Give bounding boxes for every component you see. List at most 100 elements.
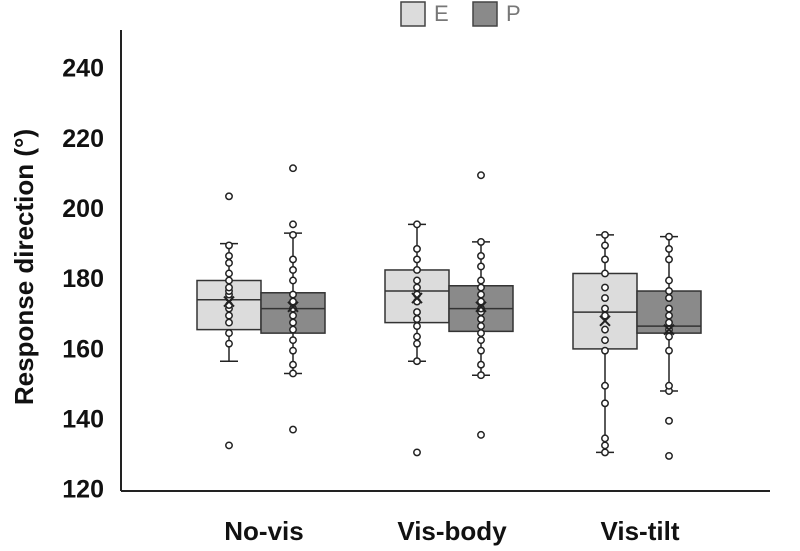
data-point	[413, 322, 421, 331]
data-point	[225, 283, 233, 292]
category-label-vis-body: Vis-body	[397, 516, 507, 546]
mean-marker	[663, 323, 675, 336]
data-point	[601, 448, 609, 457]
mean-marker-stroke	[599, 315, 611, 327]
data-point	[413, 255, 421, 264]
legend-swatch-e	[400, 1, 426, 27]
data-point	[289, 290, 297, 299]
data-point	[289, 318, 297, 327]
box-e-no-vis	[196, 192, 262, 450]
data-point	[413, 315, 421, 324]
mean-marker	[411, 292, 423, 304]
data-point	[225, 192, 233, 201]
data-point	[477, 329, 485, 338]
data-point	[225, 441, 233, 450]
data-point	[601, 325, 609, 334]
data-point	[665, 294, 673, 302]
data-point	[601, 294, 609, 302]
category-label-no-vis: No-vis	[224, 516, 303, 546]
legend-swatch-p	[472, 1, 498, 27]
data-point	[665, 416, 673, 425]
data-point	[601, 336, 609, 345]
y-tick-label: 240	[62, 55, 104, 83]
data-point	[477, 430, 485, 439]
data-point	[289, 336, 297, 345]
data-point	[601, 434, 609, 443]
legend-label-e: E	[434, 1, 449, 26]
data-point	[477, 171, 485, 180]
box-p-vis-body	[448, 171, 514, 439]
data-point	[477, 237, 485, 246]
data-point	[601, 241, 609, 250]
data-point	[665, 232, 673, 241]
data-point	[413, 276, 421, 285]
data-point	[477, 251, 485, 260]
category-labels: No-vis Vis-body Vis-tilt	[224, 516, 680, 546]
data-point	[665, 346, 673, 355]
data-point	[289, 369, 297, 378]
y-tick-label: 200	[62, 195, 104, 223]
data-point	[601, 381, 609, 390]
data-point	[601, 283, 609, 292]
mean-marker	[599, 315, 611, 327]
data-point	[413, 357, 421, 366]
data-point	[225, 251, 233, 260]
data-point	[665, 311, 673, 320]
data-point	[225, 311, 233, 320]
mean-marker-stroke	[411, 292, 423, 304]
boxes	[196, 164, 702, 460]
data-point	[289, 276, 297, 285]
data-point	[225, 276, 233, 285]
box-p-vis-tilt	[636, 232, 702, 460]
data-point	[477, 360, 485, 369]
data-point	[225, 269, 233, 278]
data-point	[225, 241, 233, 250]
axes: 120 140 160 180 200 220 240	[62, 30, 770, 504]
data-point	[665, 381, 673, 390]
data-point	[289, 325, 297, 334]
data-point	[289, 425, 297, 434]
y-tick-label: 160	[62, 335, 104, 363]
data-point	[413, 220, 421, 229]
data-point	[665, 318, 673, 327]
data-point	[601, 304, 609, 313]
mean-marker	[223, 295, 235, 308]
data-point	[477, 315, 485, 324]
data-point	[289, 360, 297, 369]
y-axis-title-group: Response direction (°)	[9, 129, 39, 405]
data-point	[477, 290, 485, 299]
data-point	[665, 332, 673, 341]
data-point	[665, 304, 673, 313]
data-point	[413, 332, 421, 341]
mean-marker-stroke	[223, 295, 235, 308]
data-point	[601, 441, 609, 450]
data-point	[225, 329, 233, 338]
data-point	[477, 262, 485, 271]
data-point	[477, 276, 485, 285]
data-point	[289, 164, 297, 173]
data-point	[225, 318, 233, 327]
box-e-vis-body	[384, 220, 450, 457]
data-point	[289, 311, 297, 320]
box-p-no-vis	[260, 164, 326, 434]
data-point	[413, 283, 421, 292]
data-point	[413, 266, 421, 274]
data-point	[665, 287, 673, 295]
data-point	[477, 322, 485, 331]
data-point	[601, 269, 609, 278]
mean-marker-stroke	[475, 301, 487, 313]
data-point	[477, 371, 485, 380]
data-point	[289, 346, 297, 355]
data-point	[477, 346, 485, 355]
y-tick-label: 140	[62, 405, 104, 433]
data-point	[413, 308, 421, 317]
data-point	[225, 259, 233, 267]
y-tick-label: 220	[62, 125, 104, 153]
y-axis-title: Response direction (°)	[9, 129, 39, 405]
data-point	[477, 336, 485, 345]
data-point	[601, 230, 609, 239]
data-point	[413, 448, 421, 457]
box-e-vis-tilt	[572, 230, 638, 457]
